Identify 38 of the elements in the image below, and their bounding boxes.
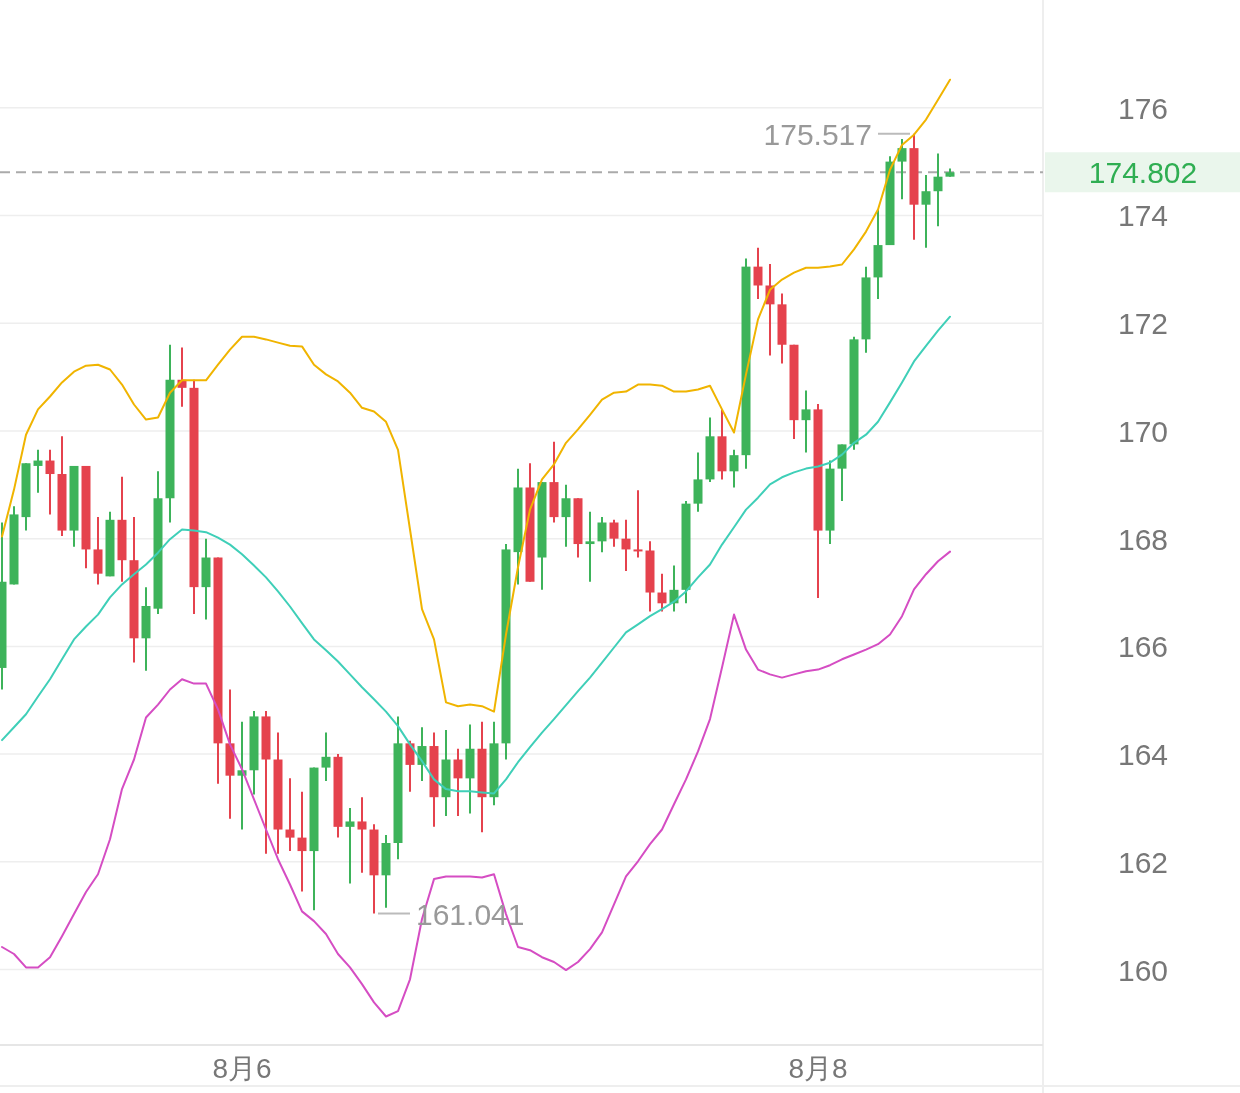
candlestick [453,747,463,818]
candlestick [33,448,43,494]
candlestick [609,518,619,548]
y-tick-label: 174 [1117,199,1169,233]
candlestick [285,777,295,853]
y-tick-label: 176 [1117,91,1169,125]
candlestick [897,137,907,201]
candlestick [801,389,811,454]
y-tick-label: 170 [1117,414,1169,448]
y-tick-label: 166 [1117,630,1169,664]
candlestick [561,483,571,548]
line-series [1,315,951,795]
candlestick [633,489,643,559]
candlestick [405,739,415,793]
candlestick [297,790,307,893]
candlestick [921,174,931,249]
x-tick-label: 8月6 [212,1053,272,1084]
ref-line-label: 174.802 [1088,156,1198,190]
candlestick [345,806,355,885]
candlestick [45,448,55,516]
line-series [1,550,951,1018]
candlestick [657,572,667,613]
candlestick [621,518,631,572]
candlestick [597,516,607,554]
y-tick-label: 164 [1117,738,1169,772]
y-tick-label: 168 [1117,522,1169,556]
candlestick [933,152,943,228]
y-tick-label: 160 [1117,953,1169,987]
candlestick [321,731,331,783]
y-tick-label: 172 [1117,307,1169,341]
candlestick [753,246,763,300]
annotation: 175.517 [763,117,872,151]
y-tick-label: 162 [1117,845,1169,879]
candlestick [357,796,367,874]
candlestick [585,510,595,583]
x-tick-label: 8月8 [788,1053,848,1084]
candlestick [729,448,739,489]
line-series [1,78,951,713]
